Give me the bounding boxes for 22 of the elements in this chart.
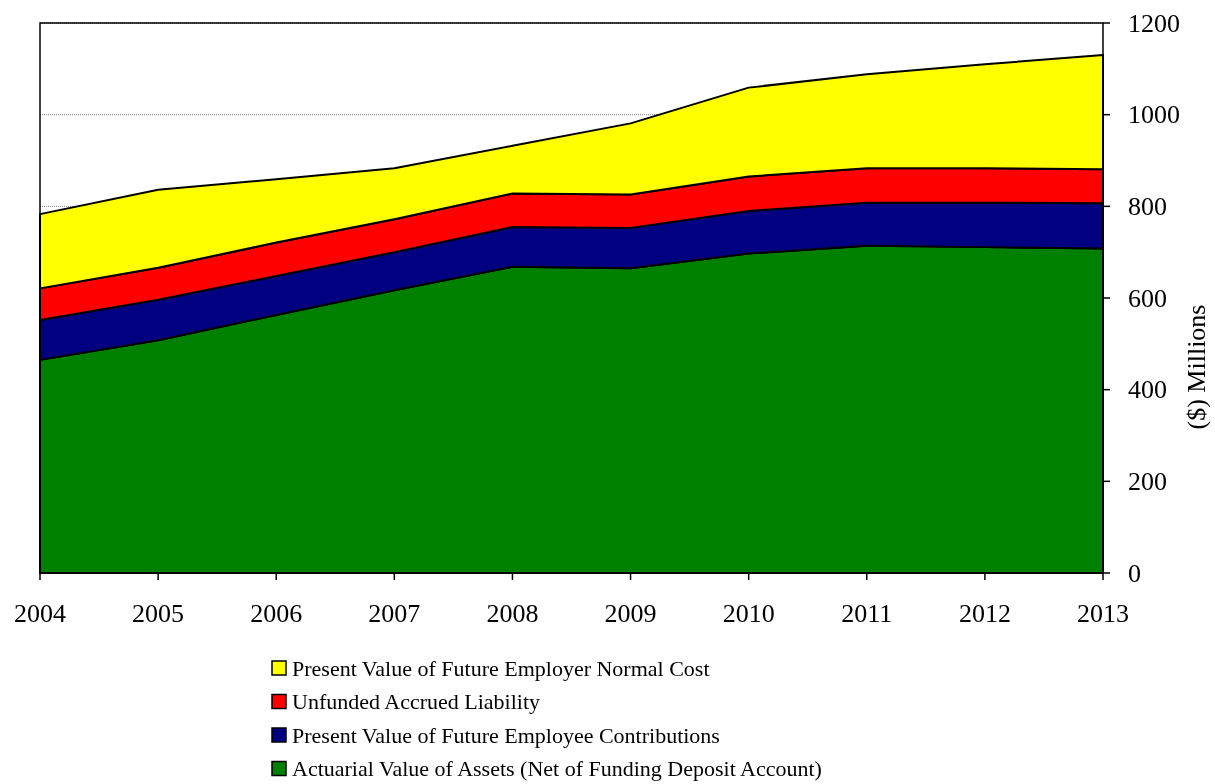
x-tick-label: 2008 [486, 599, 539, 628]
y-tick-label: 0 [1128, 558, 1141, 588]
legend-label: Actuarial Value of Assets (Net of Funding Deposit Account) [292, 756, 822, 781]
legend-label: Unfunded Accrued Liability [292, 689, 541, 714]
x-tick-label: 2005 [132, 599, 185, 628]
y-tick-label: 600 [1128, 283, 1167, 313]
x-tick-label: 2013 [1077, 599, 1129, 628]
y-tick-label: 1200 [1128, 8, 1180, 38]
y-axis-title: ($) Millions [1182, 304, 1211, 430]
x-tick-label: 2010 [722, 599, 775, 628]
x-tick-label: 2009 [604, 599, 657, 628]
legend-label: Present Value of Future Employer Normal Cost [292, 655, 710, 681]
y-tick-label: 200 [1128, 466, 1167, 496]
legend-label: Present Value of Future Employee Contributions [292, 722, 720, 748]
x-tick-label: 2012 [958, 599, 1011, 628]
y-tick-label: 400 [1128, 375, 1167, 405]
x-tick-label: 2011 [841, 599, 893, 628]
y-tick-label: 1000 [1128, 100, 1180, 130]
x-tick-label: 2007 [368, 599, 421, 628]
x-tick-label: 2004 [14, 599, 66, 628]
y-tick-label: 800 [1128, 191, 1167, 221]
x-tick-label: 2006 [250, 599, 303, 628]
